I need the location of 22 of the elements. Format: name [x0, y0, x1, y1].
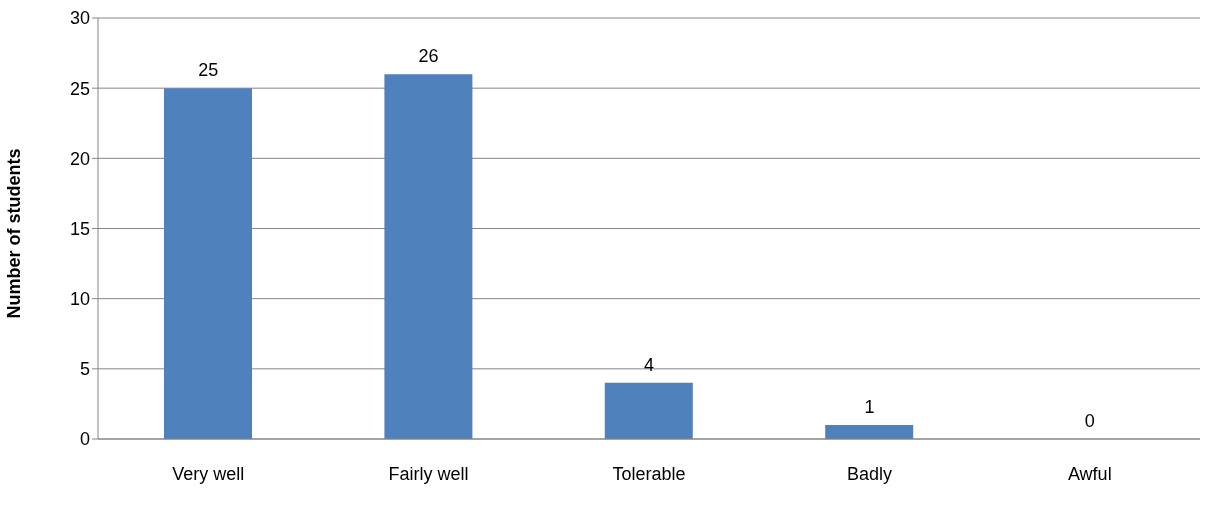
x-tick-label: Badly — [846, 463, 892, 484]
y-tick-label: 25 — [69, 78, 90, 99]
bar — [604, 382, 693, 439]
data-label: 26 — [418, 46, 439, 67]
y-axis-title: Number of students — [4, 148, 25, 319]
x-tick-label: Awful — [1067, 463, 1112, 484]
x-tick-label: Fairly well — [388, 463, 469, 484]
y-tick-label: 15 — [69, 218, 90, 239]
data-label: 25 — [198, 60, 219, 81]
bar — [384, 74, 473, 439]
y-tick-label: 30 — [69, 8, 90, 29]
data-label: 0 — [1084, 411, 1095, 431]
y-tick-label: 10 — [69, 289, 90, 310]
bar — [825, 424, 914, 439]
y-tick-label: 20 — [69, 148, 90, 169]
y-tick-label: 0 — [79, 429, 90, 450]
bar — [164, 88, 252, 439]
data-label: 1 — [864, 396, 875, 417]
x-tick-label: Tolerable — [612, 463, 686, 484]
y-tick-label: 5 — [79, 359, 90, 380]
data-label: 4 — [643, 354, 655, 375]
x-tick-label: Very well — [172, 463, 245, 484]
